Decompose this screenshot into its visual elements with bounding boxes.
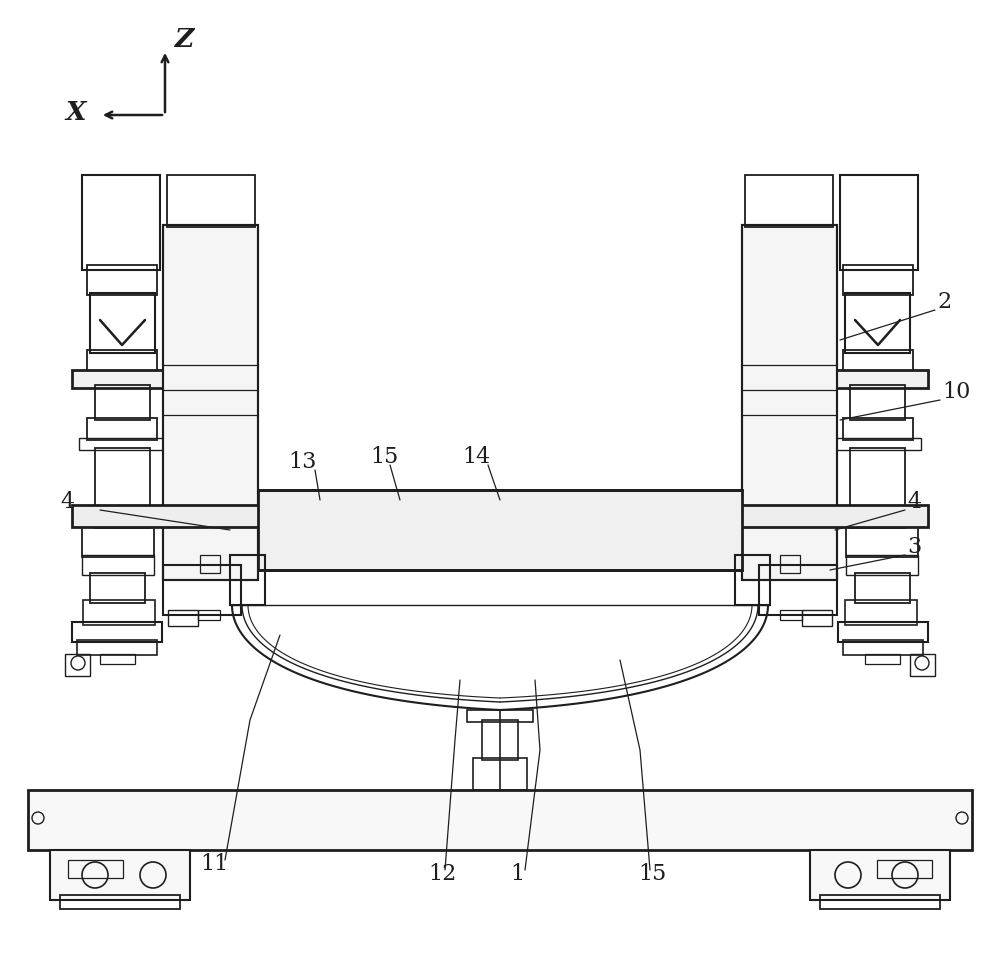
Bar <box>79 438 164 450</box>
Bar <box>810 850 950 900</box>
Bar <box>90 573 145 603</box>
Bar <box>910 654 935 676</box>
Bar <box>850 385 905 420</box>
Text: 15: 15 <box>370 446 398 468</box>
Bar <box>482 720 518 760</box>
Bar <box>780 555 800 573</box>
Bar <box>68 860 123 878</box>
Bar <box>167 175 255 227</box>
Bar <box>198 610 220 620</box>
Bar <box>72 505 262 527</box>
Bar <box>845 293 910 353</box>
Bar <box>877 860 932 878</box>
Text: 10: 10 <box>942 381 970 403</box>
Bar <box>60 895 180 909</box>
Text: 2: 2 <box>937 291 951 313</box>
Bar <box>77 640 157 655</box>
Bar <box>163 225 258 580</box>
Bar <box>802 610 832 626</box>
Bar <box>168 610 198 626</box>
Bar <box>828 370 928 388</box>
Text: Z: Z <box>175 27 194 52</box>
Bar <box>50 850 190 900</box>
Bar <box>467 710 533 722</box>
Bar <box>846 555 918 575</box>
Bar <box>258 490 742 570</box>
Bar <box>738 505 928 527</box>
Bar <box>230 555 265 605</box>
Bar <box>90 293 155 353</box>
Bar <box>840 175 918 270</box>
Bar <box>745 175 833 227</box>
Bar <box>28 790 972 850</box>
Bar <box>843 640 923 655</box>
Bar <box>735 555 770 605</box>
Text: X: X <box>65 100 86 125</box>
Bar <box>82 525 154 557</box>
Bar <box>759 565 837 615</box>
Bar <box>100 654 135 664</box>
Bar <box>780 610 802 620</box>
Text: 12: 12 <box>428 863 456 885</box>
Bar <box>845 600 917 625</box>
Text: 1: 1 <box>510 863 524 885</box>
Bar <box>72 370 172 388</box>
Text: 4: 4 <box>907 491 921 513</box>
Bar <box>742 225 837 580</box>
Bar <box>820 895 940 909</box>
Text: 4: 4 <box>60 491 74 513</box>
Bar <box>163 565 241 615</box>
Bar <box>850 448 905 528</box>
Bar <box>72 622 162 642</box>
Text: 11: 11 <box>200 853 228 875</box>
Bar <box>163 225 258 580</box>
Bar <box>843 418 913 440</box>
Text: 15: 15 <box>638 863 666 885</box>
Bar <box>87 265 157 295</box>
Bar <box>742 225 837 580</box>
Bar <box>65 654 90 676</box>
Bar <box>836 438 921 450</box>
Text: 14: 14 <box>462 446 490 468</box>
Bar <box>838 622 928 642</box>
Bar <box>95 385 150 420</box>
Bar <box>95 448 150 528</box>
Bar <box>82 175 160 270</box>
Bar <box>473 758 527 790</box>
Bar <box>846 525 918 557</box>
Bar <box>843 350 913 372</box>
Bar <box>83 600 155 625</box>
Text: 3: 3 <box>907 536 921 558</box>
Bar <box>82 555 154 575</box>
Bar <box>87 418 157 440</box>
Bar <box>865 654 900 664</box>
Text: 13: 13 <box>288 451 316 473</box>
Bar <box>87 350 157 372</box>
Bar <box>843 265 913 295</box>
Bar <box>855 573 910 603</box>
Bar <box>200 555 220 573</box>
